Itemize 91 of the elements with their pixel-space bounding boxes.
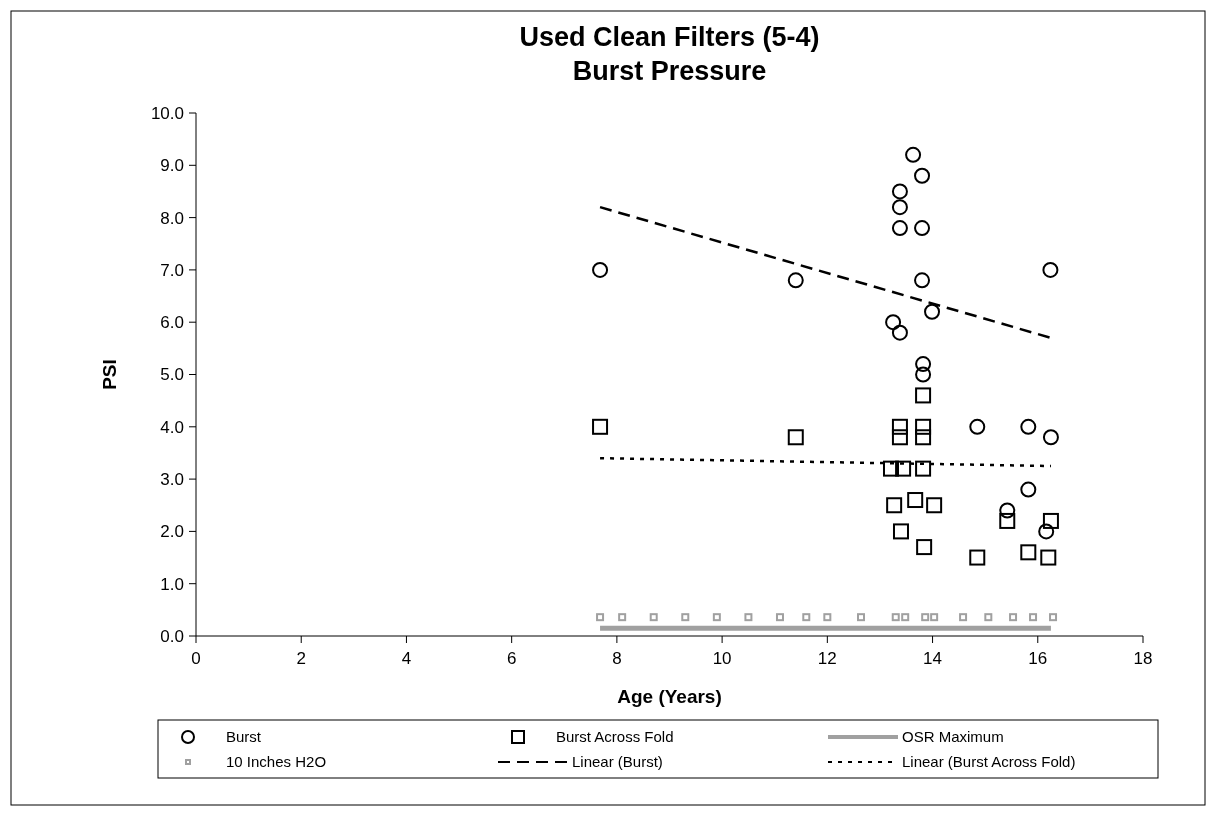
point [916, 539, 933, 556]
point [915, 356, 932, 373]
y-tick-label: 3.0 [160, 470, 184, 490]
point [1020, 544, 1037, 561]
point [915, 429, 932, 446]
y-tick-label: 5.0 [160, 365, 184, 385]
point [999, 512, 1016, 529]
y-tick-label: 1.0 [160, 574, 184, 594]
point [891, 324, 908, 341]
y-tick-label: 4.0 [160, 417, 184, 437]
x-tick-label: 0 [191, 649, 201, 668]
x-tick-label: 10 [712, 649, 732, 668]
point [1040, 549, 1057, 566]
point [823, 613, 832, 622]
x-tick-label: 12 [817, 649, 837, 668]
x-tick-label: 4 [401, 649, 412, 668]
x-tick-label: 8 [612, 649, 622, 668]
point [891, 418, 908, 435]
x-axis-title: Age (Years) [617, 686, 722, 707]
x-tick-label: 18 [1133, 649, 1153, 668]
point [775, 613, 784, 622]
y-tick-label: 9.0 [160, 156, 184, 176]
x-tick-label: 2 [296, 649, 306, 668]
point [905, 146, 922, 163]
point [959, 613, 968, 622]
chart-title: Used Clean Filters (5-4) [519, 22, 820, 52]
point [914, 220, 931, 237]
point [1042, 261, 1059, 278]
point [891, 613, 900, 622]
legend-label: Burst [226, 728, 262, 746]
point [969, 418, 986, 435]
point [891, 183, 908, 200]
point [892, 523, 909, 540]
point [1020, 418, 1037, 435]
y-axis-title: PSI [99, 359, 120, 390]
point [596, 613, 605, 622]
point [1042, 429, 1059, 446]
point [744, 613, 753, 622]
legend-label: Burst Across Fold [556, 728, 674, 746]
point [592, 418, 609, 435]
legend-label: OSR Maximum [902, 728, 1004, 746]
point [924, 303, 941, 320]
y-tick-label: 8.0 [160, 208, 184, 228]
point [618, 613, 627, 622]
x-tick-label: 6 [506, 649, 517, 668]
point [1020, 481, 1037, 498]
point [1029, 613, 1038, 622]
x-tick-label: 16 [1028, 649, 1048, 668]
point [891, 429, 908, 446]
point [915, 387, 932, 404]
point [1042, 512, 1059, 529]
point [914, 167, 931, 184]
point [915, 460, 932, 477]
point [969, 549, 986, 566]
point [891, 199, 908, 216]
y-tick-label: 10.0 [150, 103, 184, 123]
point [1038, 523, 1055, 540]
point [886, 497, 903, 514]
point [1009, 613, 1018, 622]
point [1049, 613, 1058, 622]
point [649, 613, 658, 622]
point [914, 272, 931, 289]
point [882, 460, 899, 477]
legend-label: Linear (Burst Across Fold) [902, 753, 1076, 771]
y-tick-label: 0.0 [160, 626, 184, 646]
point [857, 613, 865, 622]
point [901, 613, 910, 622]
point [915, 418, 932, 435]
point [926, 497, 943, 514]
chart-subtitle: Burst Pressure [572, 56, 767, 86]
y-tick-label: 2.0 [160, 522, 184, 542]
point [891, 220, 908, 237]
point [984, 613, 993, 622]
point [907, 492, 924, 509]
point [802, 613, 811, 622]
y-tick-label: 7.0 [160, 260, 184, 280]
point [681, 613, 690, 622]
point [885, 314, 902, 331]
legend-label: Linear (Burst) [572, 753, 663, 771]
point [921, 613, 930, 622]
x-tick-label: 14 [923, 649, 943, 668]
point [999, 502, 1016, 519]
point [712, 613, 721, 622]
point [895, 460, 912, 477]
point [787, 272, 804, 289]
legend-label: 10 Inches H2O [226, 753, 327, 771]
point [787, 429, 804, 446]
point [592, 261, 609, 278]
point [930, 613, 939, 622]
point [915, 366, 932, 383]
y-tick-label: 6.0 [160, 313, 184, 333]
